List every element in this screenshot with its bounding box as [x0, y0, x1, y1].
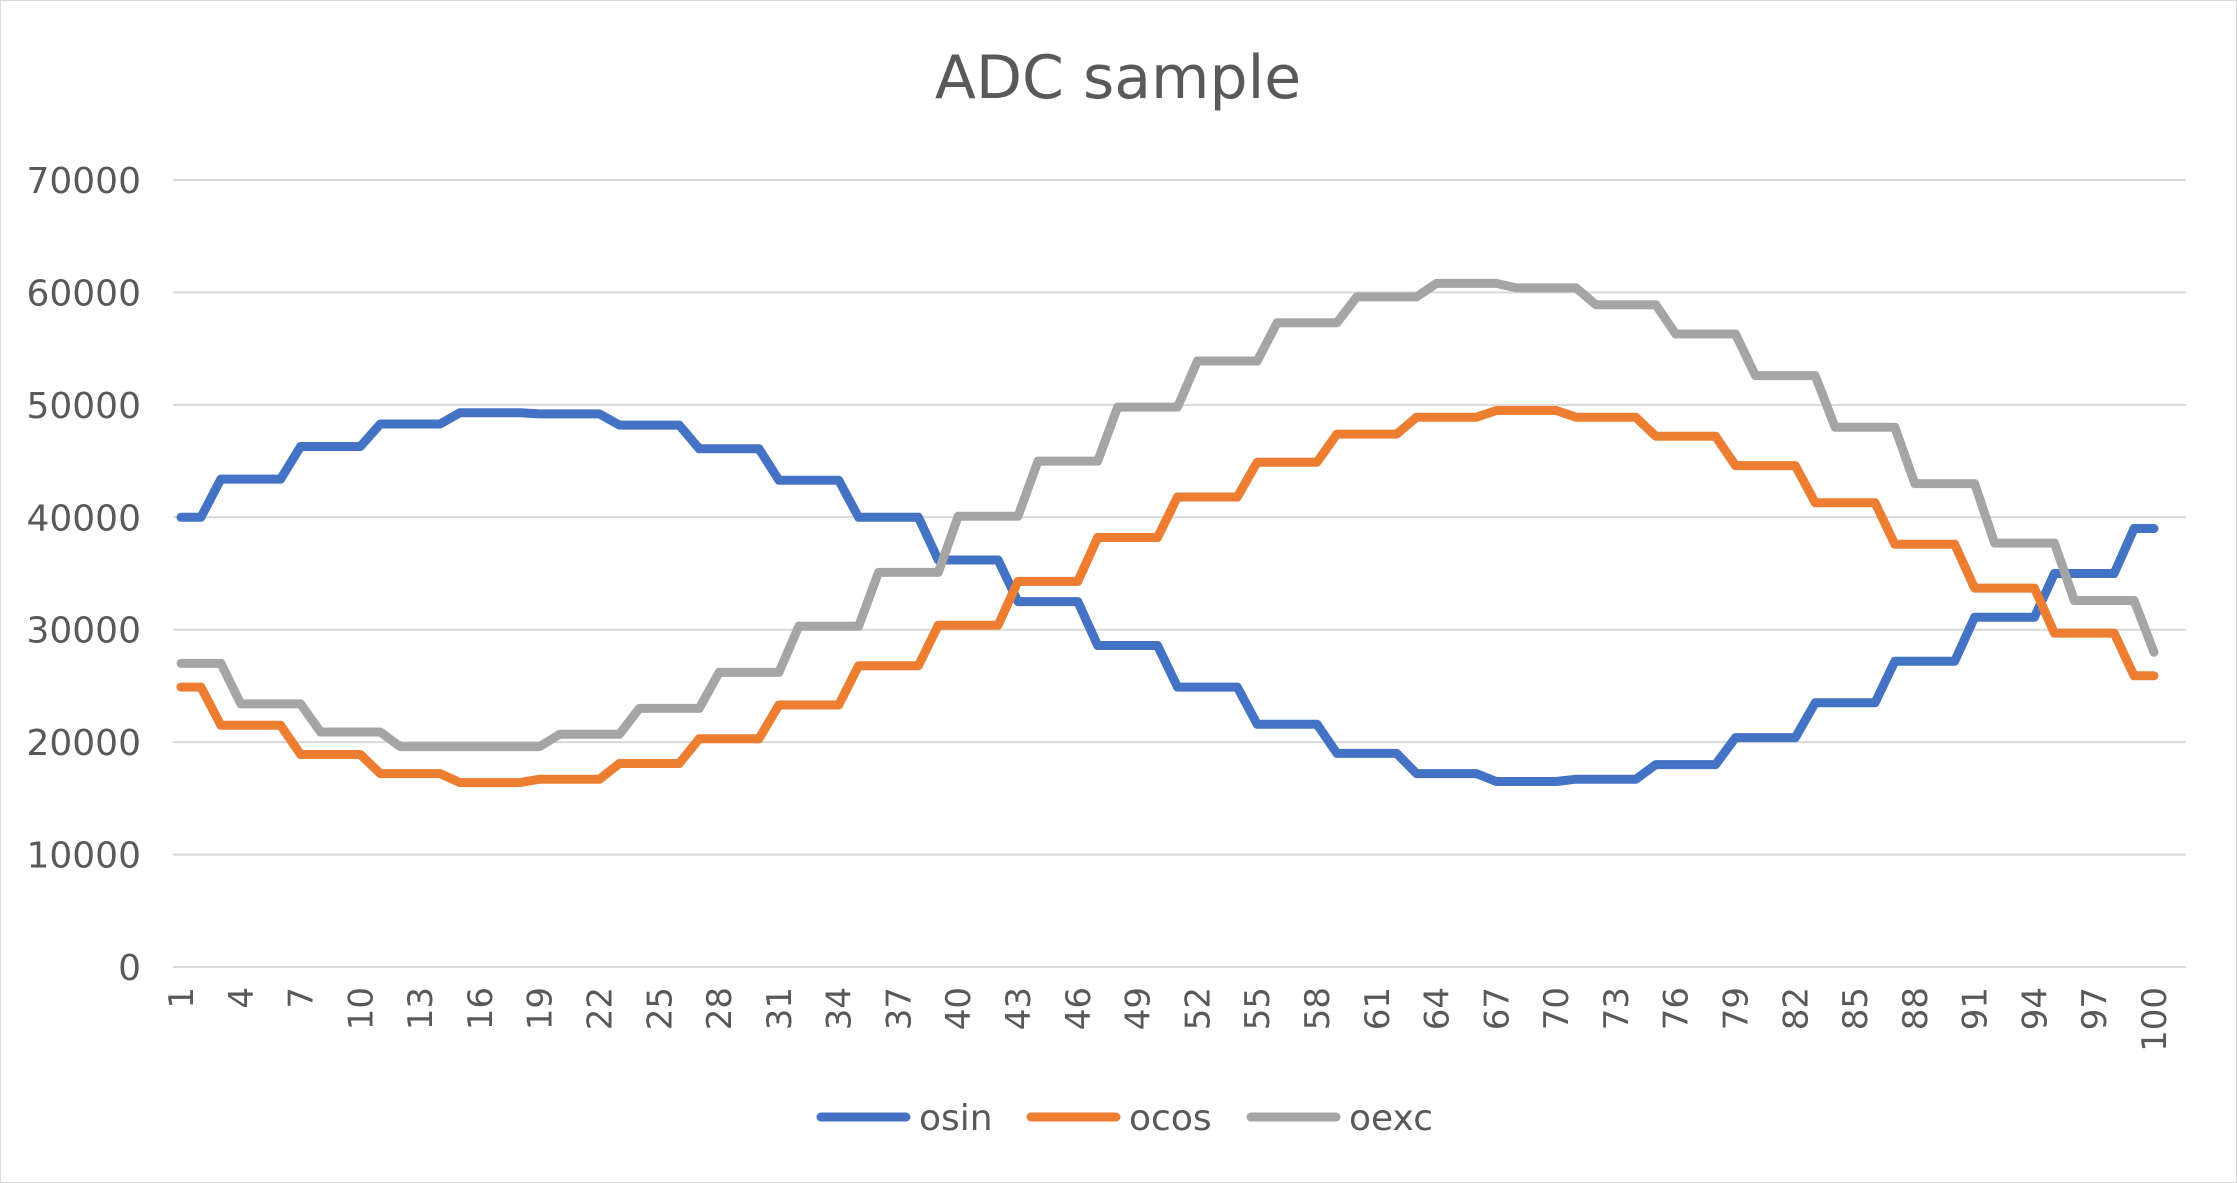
- gridlines: [173, 179, 2186, 968]
- x-tick-label: 13: [401, 987, 441, 1030]
- x-tick-label: 88: [1896, 987, 1936, 1030]
- x-tick-label: 16: [461, 987, 501, 1030]
- x-tick-label: 100: [2135, 987, 2175, 1052]
- x-tick-label: 67: [1477, 987, 1517, 1030]
- y-axis-ticks: 0 10000 20000 30000 40000 50000 60000 70000: [26, 161, 141, 989]
- x-tick-label: 37: [879, 987, 919, 1030]
- x-tick-label: 49: [1119, 987, 1159, 1030]
- chart-title: ADC sample: [935, 43, 1301, 113]
- x-tick-label: 79: [1716, 987, 1756, 1030]
- series-line-osin: [176, 408, 2159, 786]
- series-line-ocos: [176, 406, 2159, 788]
- y-tick-label: 40000: [26, 498, 141, 539]
- legend-label-oexc: oexc: [1349, 1098, 1433, 1139]
- y-tick-label: 70000: [26, 161, 141, 202]
- x-tick-label: 19: [521, 987, 561, 1030]
- x-tick-label: 7: [282, 987, 322, 1009]
- x-tick-label: 58: [1298, 987, 1338, 1030]
- y-tick-label: 30000: [26, 611, 141, 652]
- x-tick-label: 55: [1238, 987, 1278, 1030]
- x-tick-label: 97: [2075, 987, 2115, 1030]
- x-tick-label: 76: [1657, 987, 1697, 1030]
- legend-label-osin: osin: [919, 1098, 993, 1139]
- x-tick-label: 4: [222, 987, 262, 1009]
- x-tick-label: 82: [1776, 987, 1816, 1030]
- y-tick-label: 20000: [26, 723, 141, 764]
- x-tick-label: 25: [640, 987, 680, 1030]
- x-axis-ticks: 1 4 7 10 13 16 19 22 25 28 31 34 37 40 43 46 49 52 55 58 61 6…: [162, 987, 2175, 1052]
- y-tick-label: 50000: [26, 386, 141, 427]
- y-tick-label: 60000: [26, 273, 141, 314]
- x-tick-label: 40: [939, 987, 979, 1030]
- x-tick-label: 10: [341, 987, 381, 1030]
- x-tick-label: 73: [1597, 987, 1637, 1030]
- series-lines: [176, 278, 2159, 788]
- y-tick-label: 10000: [26, 836, 141, 877]
- x-tick-label: 28: [700, 987, 740, 1030]
- x-tick-label: 31: [760, 987, 800, 1030]
- x-tick-label: 91: [1956, 987, 1996, 1030]
- x-tick-label: 34: [820, 987, 860, 1030]
- x-tick-label: 46: [1059, 987, 1099, 1030]
- x-tick-label: 43: [999, 987, 1039, 1030]
- legend: osin ocos oexc: [816, 1098, 1433, 1139]
- x-tick-label: 64: [1418, 987, 1458, 1030]
- x-tick-label: 61: [1358, 987, 1398, 1030]
- x-tick-label: 52: [1178, 987, 1218, 1030]
- y-tick-label: 0: [118, 948, 141, 989]
- legend-label-ocos: ocos: [1129, 1098, 1212, 1139]
- series-line-oexc: [176, 278, 2159, 752]
- x-tick-label: 85: [1836, 987, 1876, 1030]
- x-tick-label: 94: [2015, 987, 2055, 1030]
- x-tick-label: 1: [162, 987, 202, 1009]
- x-tick-label: 70: [1537, 987, 1577, 1030]
- x-tick-label: 22: [581, 987, 621, 1030]
